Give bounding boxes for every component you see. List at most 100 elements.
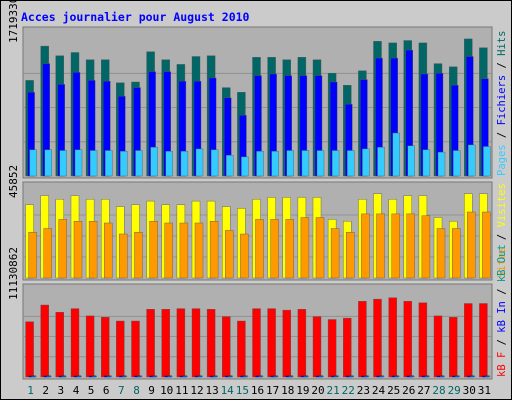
bar-pages-day-13: [210, 149, 219, 177]
bar-kb-out-day-7: [122, 376, 128, 377]
bar-kb-f-day-8: [131, 320, 140, 378]
legend-bandwidth: kB F / kB In / kB Out: [496, 244, 508, 377]
bar-sites-day-9: [149, 220, 158, 279]
bar-sites-day-7: [119, 233, 128, 279]
bar-kb-f-day-4: [70, 308, 80, 378]
y-max-label: 1719330: [7, 1, 20, 43]
bar-sites-day-5: [88, 220, 98, 279]
x-tick-label-day-15: 15: [236, 384, 249, 397]
bar-sites-day-17: [270, 219, 279, 279]
bar-kb-out-day-20: [319, 376, 324, 377]
bar-kb-f-day-24: [373, 298, 382, 378]
bar-kb-f-day-12: [191, 308, 201, 378]
legend-entry: kB F: [496, 352, 508, 377]
bar-kb-out-day-26: [409, 376, 415, 377]
bar-sites-day-26: [406, 213, 415, 279]
bar-kb-f-day-11: [176, 308, 186, 378]
x-tick-label-day-5: 5: [88, 384, 95, 397]
x-tick-label-day-10: 10: [160, 384, 173, 397]
bar-pages-day-25: [392, 132, 400, 177]
bar-pages-day-23: [362, 148, 370, 177]
x-tick-label-day-25: 25: [387, 384, 400, 397]
bar-kb-f-day-22: [343, 317, 352, 378]
bar-sites-day-28: [436, 228, 446, 279]
bar-kb-f-day-18: [282, 309, 291, 378]
panel-bandwidth: 11130862 kB F / kB In / kB Out: [7, 244, 508, 380]
x-tick-label-day-14: 14: [221, 384, 235, 397]
x-tick-label-day-1: 1: [27, 384, 34, 397]
bar-sites-day-31: [482, 211, 491, 279]
bar-kb-f-day-19: [297, 309, 307, 378]
bar-kb-f-day-31: [479, 303, 488, 378]
legend-entry: /: [496, 125, 508, 144]
bar-pages-day-26: [407, 145, 415, 177]
legend-entry: kB In: [496, 301, 508, 333]
bar-sites-day-20: [315, 217, 325, 279]
x-tick-label-day-24: 24: [372, 384, 386, 397]
bar-pages-day-1: [29, 149, 37, 177]
chart-title: Acces journalier pour August 2010: [21, 10, 250, 24]
bar-kb-f-day-16: [252, 308, 261, 378]
bar-kb-out-day-29: [455, 376, 461, 377]
bar-kb-out-day-24: [379, 376, 385, 377]
bar-pages-day-20: [316, 150, 325, 177]
bar-sites-day-27: [421, 215, 431, 279]
x-tick-label-day-7: 7: [118, 384, 125, 397]
bar-pages-day-6: [104, 150, 113, 177]
bar-kb-f-day-15: [237, 320, 246, 378]
bar-pages-day-16: [256, 151, 264, 177]
bar-kb-out-day-8: [137, 376, 143, 377]
x-tick-label-day-31: 31: [478, 384, 491, 397]
bar-kb-f-day-2: [40, 304, 49, 378]
bar-pages-day-14: [225, 155, 234, 177]
bar-kb-out-day-14: [228, 376, 234, 377]
bar-kb-f-day-30: [464, 303, 473, 378]
bar-sites-day-18: [285, 219, 294, 279]
legend-entry: /: [496, 227, 508, 246]
bar-kb-out-day-17: [273, 376, 279, 377]
bar-pages-day-11: [180, 151, 189, 177]
bar-kb-out-day-5: [92, 376, 98, 377]
bar-kb-f-day-13: [206, 309, 216, 378]
bar-sites-day-6: [103, 222, 113, 279]
bar-sites-day-29: [452, 228, 461, 279]
bar-kb-f-day-1: [25, 321, 34, 378]
bar-kb-out-day-11: [182, 376, 188, 377]
bar-pages-day-12: [195, 148, 204, 177]
x-tick-label-day-30: 30: [463, 384, 476, 397]
bar-kb-out-day-15: [243, 376, 249, 377]
bar-kb-out-day-23: [364, 376, 370, 377]
y-max-label: 45852: [7, 165, 20, 198]
bar-pages-day-27: [422, 149, 431, 177]
bar-sites-day-30: [467, 211, 476, 279]
bar-kb-out-day-25: [394, 376, 400, 377]
x-tick-label-day-3: 3: [57, 384, 64, 397]
x-tick-label-day-29: 29: [448, 384, 461, 397]
legend-entry: Hits: [496, 31, 508, 56]
x-tick-label-day-18: 18: [281, 384, 294, 397]
x-tick-label-day-8: 8: [133, 384, 140, 397]
bar-pages-day-5: [89, 150, 98, 177]
bar-pages-day-28: [437, 151, 446, 177]
panel-traffic: 1719330 Pages / Fichiers / Hits: [7, 1, 508, 179]
bar-kb-out-day-2: [46, 376, 52, 377]
legend-entry: Visites: [496, 183, 508, 227]
bar-kb-out-day-28: [440, 376, 445, 377]
legend-entry: /: [496, 56, 508, 75]
x-tick-label-day-4: 4: [73, 384, 80, 397]
bar-sites-day-23: [361, 213, 370, 279]
bar-sites-day-25: [391, 213, 400, 279]
bar-pages-day-21: [331, 150, 340, 177]
bar-kb-out-day-12: [198, 376, 203, 377]
bar-kb-out-day-21: [334, 376, 340, 377]
bar-pages-day-24: [377, 147, 385, 177]
bar-kb-out-day-3: [61, 376, 67, 377]
x-tick-label-day-12: 12: [190, 384, 203, 397]
bar-pages-day-10: [165, 151, 173, 177]
bar-sites-day-3: [58, 219, 67, 279]
bar-kb-f-day-29: [449, 317, 458, 378]
bar-sites-day-14: [224, 230, 234, 279]
x-tick-label-day-20: 20: [311, 384, 324, 397]
bar-kb-out-day-30: [470, 376, 476, 377]
